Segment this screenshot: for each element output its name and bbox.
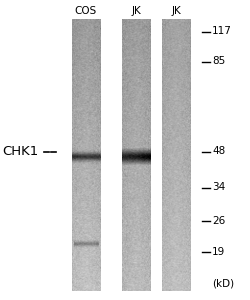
Text: 34: 34 (211, 182, 224, 193)
Text: 26: 26 (211, 215, 224, 226)
Text: 48: 48 (211, 146, 224, 157)
Text: JK: JK (131, 7, 140, 16)
Text: 85: 85 (211, 56, 224, 67)
Text: 117: 117 (211, 26, 231, 37)
Text: JK: JK (171, 7, 180, 16)
Text: 19: 19 (211, 247, 224, 257)
Text: CHK1: CHK1 (2, 145, 38, 158)
Text: (kD): (kD) (211, 278, 233, 289)
Text: COS: COS (74, 7, 97, 16)
